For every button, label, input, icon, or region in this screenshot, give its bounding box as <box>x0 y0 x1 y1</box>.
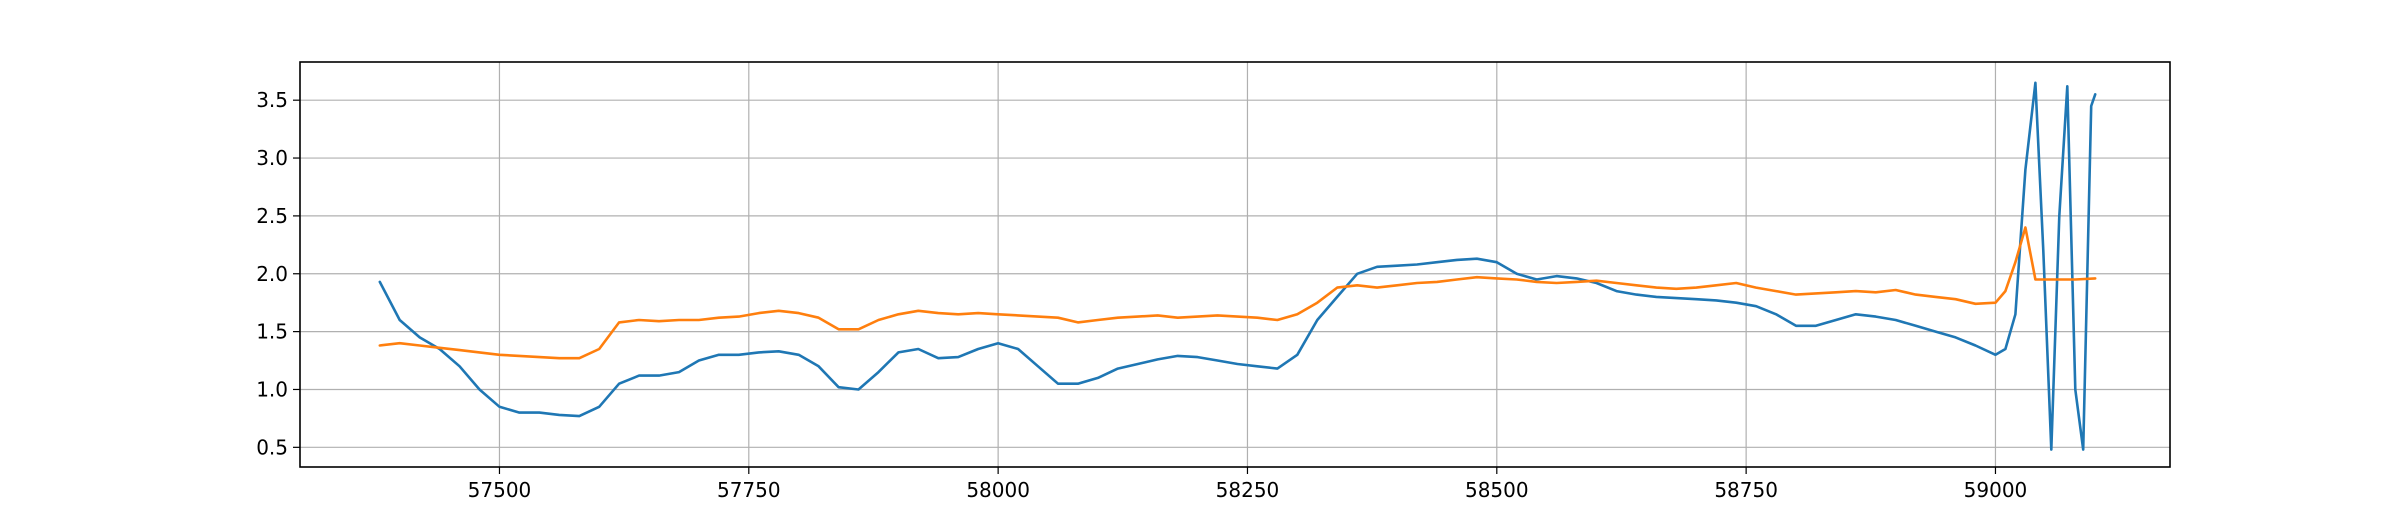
y-tick-label: 1.0 <box>256 377 288 401</box>
grid-lines <box>300 62 2170 467</box>
x-tick-label: 57750 <box>717 478 781 502</box>
y-tick-label: 1.5 <box>256 320 288 344</box>
series-line-2 <box>378 226 2097 360</box>
y-tick-label: 0.5 <box>256 435 288 459</box>
y-tick-label: 2.0 <box>256 262 288 286</box>
x-tick-label: 59000 <box>1964 478 2028 502</box>
x-tick-label: 58750 <box>1714 478 1778 502</box>
x-tick-label: 57500 <box>468 478 532 502</box>
x-tick-label: 58500 <box>1465 478 1529 502</box>
x-tick-label: 58000 <box>966 478 1030 502</box>
plot-area-frame <box>299 61 2171 468</box>
y-tick-label: 2.5 <box>256 204 288 228</box>
axis-ticks: 57500 57750 58000 58250 58500 58750 59000 0.5 1.… <box>256 88 2027 502</box>
y-tick-label: 3.5 <box>256 88 288 112</box>
series-lines <box>378 81 2097 451</box>
y-tick-label: 3.0 <box>256 146 288 170</box>
series-line-1 <box>378 81 2097 451</box>
x-tick-label: 58250 <box>1216 478 1280 502</box>
